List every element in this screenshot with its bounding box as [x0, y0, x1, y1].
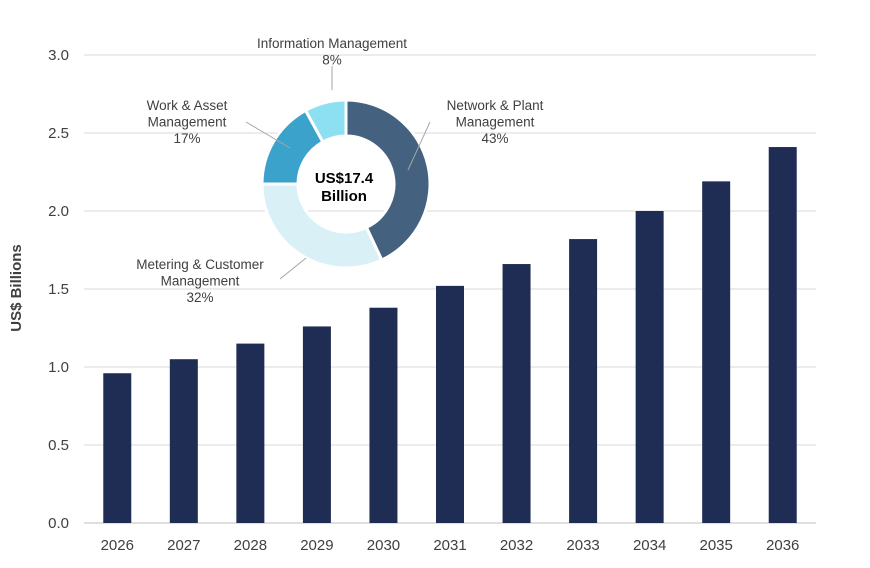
donut-slice-label: Metering & Customer: [136, 257, 264, 272]
bar-series: [103, 147, 797, 524]
x-tick-label: 2031: [433, 537, 466, 554]
y-tick-label: 3.0: [48, 47, 69, 64]
donut-slice-label: Network & Plant: [447, 98, 544, 113]
y-tick-label: 0.0: [48, 515, 69, 532]
y-axis-label: US$ Billions: [8, 244, 25, 332]
x-tick-label: 2033: [566, 537, 599, 554]
x-tick-label: 2027: [167, 537, 200, 554]
bar: [369, 307, 398, 523]
x-tick-label: 2034: [633, 537, 666, 554]
leader-line: [279, 257, 307, 280]
bar: [169, 359, 198, 523]
donut-slice-label: Work & Asset: [147, 98, 228, 113]
x-tick-label: 2030: [367, 537, 400, 554]
donut-slice: [260, 182, 384, 270]
bar: [502, 264, 531, 523]
donut-slice-percent: 32%: [186, 290, 213, 305]
y-axis-ticks: 0.0 0.5 1.0 1.5 2.0 2.5 3.0: [48, 47, 69, 532]
y-tick-label: 2.0: [48, 203, 69, 220]
donut-slice-label: Management: [148, 115, 227, 130]
bar: [302, 326, 331, 523]
x-tick-label: 2036: [766, 537, 799, 554]
donut-slice: [344, 98, 432, 263]
donut-center-label-line1: US$17.4: [315, 170, 374, 187]
donut-slice-label: Management: [456, 115, 535, 130]
y-tick-label: 1.5: [48, 281, 69, 298]
x-tick-label: 2026: [101, 537, 134, 554]
donut-slice-label: Management: [161, 274, 240, 289]
y-tick-label: 1.0: [48, 359, 69, 376]
x-tick-label: 2035: [699, 537, 732, 554]
bar: [768, 147, 797, 524]
bar: [236, 343, 265, 523]
donut-slice-percent: 17%: [173, 131, 200, 146]
donut-slice-label: Information Management: [257, 36, 407, 51]
donut-chart: [260, 98, 432, 270]
y-tick-label: 2.5: [48, 125, 69, 142]
x-tick-label: 2032: [500, 537, 533, 554]
leader-line: [407, 121, 431, 171]
bar: [103, 373, 132, 523]
y-tick-label: 0.5: [48, 437, 69, 454]
x-tick-label: 2028: [234, 537, 267, 554]
bar: [436, 285, 464, 523]
x-axis-ticks: 2026 2027 2028 2029 2030 2031 2032 2033 2034 2035…: [101, 537, 800, 554]
bar: [635, 211, 664, 523]
bar: [569, 239, 598, 523]
bar: [702, 181, 731, 524]
x-tick-label: 2029: [300, 537, 333, 554]
donut-slice-percent: 8%: [322, 53, 342, 68]
leader-line: [245, 121, 291, 149]
donut-slice-percent: 43%: [481, 131, 508, 146]
donut-center-label-line2: Billion: [321, 188, 367, 205]
donut-slice: [303, 98, 348, 144]
